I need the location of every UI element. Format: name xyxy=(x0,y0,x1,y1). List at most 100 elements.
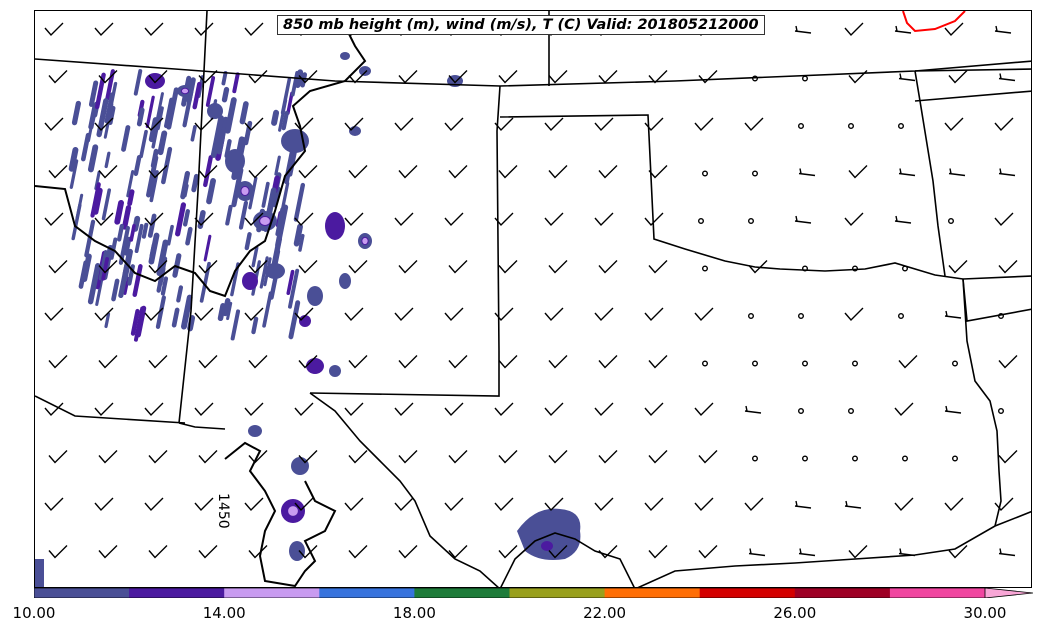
wind-barb xyxy=(498,545,518,559)
border-nm-south xyxy=(35,395,186,424)
shading-streak xyxy=(274,155,281,176)
shading-streak xyxy=(130,308,140,336)
wind-barb xyxy=(548,260,568,274)
border-nm-tx xyxy=(309,351,500,397)
calm-wind-marker xyxy=(998,408,1005,415)
shading-streak xyxy=(251,246,259,268)
shading-streak xyxy=(109,237,118,260)
shading-blob xyxy=(289,541,305,561)
wind-barb xyxy=(48,545,68,559)
map-title: 850 mb height (m), wind (m/s), T (C) Val… xyxy=(277,15,765,35)
shading-streak xyxy=(80,132,91,162)
shading-streak xyxy=(121,125,131,152)
wind-barb xyxy=(248,260,268,274)
border-mo-ar xyxy=(914,68,1031,72)
wind-barb xyxy=(448,355,468,369)
wind-barb xyxy=(694,402,714,417)
wind-barb xyxy=(698,70,718,84)
shading-streak xyxy=(271,109,280,126)
wind-barb xyxy=(244,117,264,132)
wind-barb xyxy=(494,212,514,227)
wind-barb xyxy=(998,73,1016,82)
colorbar-segment xyxy=(604,588,701,598)
wind-barb xyxy=(294,117,314,132)
wind-barb xyxy=(44,212,64,227)
wind-barb xyxy=(448,450,468,464)
shading-streak xyxy=(98,250,108,281)
shading-streak xyxy=(103,102,114,139)
wind-barb xyxy=(248,450,268,464)
shading-streak xyxy=(238,200,249,230)
wind-barb xyxy=(398,70,418,84)
shading-blob xyxy=(325,212,345,240)
shading-blob xyxy=(291,457,309,475)
state-borders xyxy=(35,11,1031,587)
shading-blob-inner xyxy=(259,216,271,226)
shading-streak xyxy=(78,260,89,289)
wind-barb xyxy=(348,355,368,369)
shading-streak xyxy=(222,298,231,317)
shading-streak xyxy=(68,146,79,172)
shading-streak xyxy=(262,291,273,328)
wind-barb xyxy=(694,117,714,132)
colorbar-segment xyxy=(414,588,510,598)
shading-blob xyxy=(242,272,258,290)
wind-barb xyxy=(998,260,1018,274)
shading-streak xyxy=(123,236,132,256)
wind-barb xyxy=(648,165,668,179)
wind-barb xyxy=(194,22,214,37)
shading-streak xyxy=(288,268,300,309)
shading-streak xyxy=(288,300,301,340)
wind-barb xyxy=(844,212,864,227)
wind-barb xyxy=(348,165,368,179)
shading-blob xyxy=(339,273,351,289)
shading-streak xyxy=(244,232,252,251)
wind-barb xyxy=(994,212,1014,227)
shading-streak xyxy=(221,86,230,103)
shading-streak xyxy=(275,207,285,237)
shading-streak xyxy=(121,205,132,230)
calm-wind-marker xyxy=(898,122,905,129)
border-ks-mo xyxy=(914,90,1031,102)
wind-barb xyxy=(548,545,568,559)
shading-streak xyxy=(101,188,112,221)
border-ok-ar xyxy=(914,70,946,277)
wind-barb xyxy=(44,22,64,37)
border-ut-co xyxy=(178,11,208,424)
shading-blob xyxy=(349,126,361,136)
wind-barb xyxy=(894,497,914,512)
colorbar-tick-label: 26.00 xyxy=(773,604,817,622)
shading-streak xyxy=(203,234,212,262)
border-rio-grande xyxy=(309,392,499,587)
wind-barb xyxy=(194,402,214,417)
shading-streak xyxy=(251,316,259,335)
calm-wind-marker xyxy=(702,265,709,272)
shading-streak xyxy=(171,307,180,328)
wind-barb xyxy=(448,260,468,274)
wind-barb xyxy=(244,497,264,512)
wind-barb xyxy=(148,545,168,559)
shading-streak xyxy=(145,95,155,129)
shading-streak xyxy=(224,97,237,134)
shading-streak xyxy=(239,101,249,125)
border-gulf-coast xyxy=(637,510,1031,587)
wind-barb xyxy=(898,548,916,557)
wind-barb xyxy=(198,70,218,84)
shading-streak xyxy=(93,187,103,215)
wind-barb xyxy=(394,307,414,322)
wind-barb xyxy=(498,450,518,464)
calm-wind-marker xyxy=(752,455,759,462)
wind-barb xyxy=(944,497,964,512)
wind-barb xyxy=(848,165,868,179)
wind-barb xyxy=(148,355,168,369)
wind-barb xyxy=(198,165,218,179)
calm-wind-marker xyxy=(802,455,809,462)
shading-streak xyxy=(123,277,130,295)
wind-barb xyxy=(698,545,718,559)
wind-barb xyxy=(548,450,568,464)
shading-streak xyxy=(139,129,148,159)
calm-wind-marker xyxy=(952,455,959,462)
calm-wind-marker xyxy=(952,360,959,367)
wind-barb xyxy=(244,22,264,37)
shading-streak xyxy=(224,139,232,159)
